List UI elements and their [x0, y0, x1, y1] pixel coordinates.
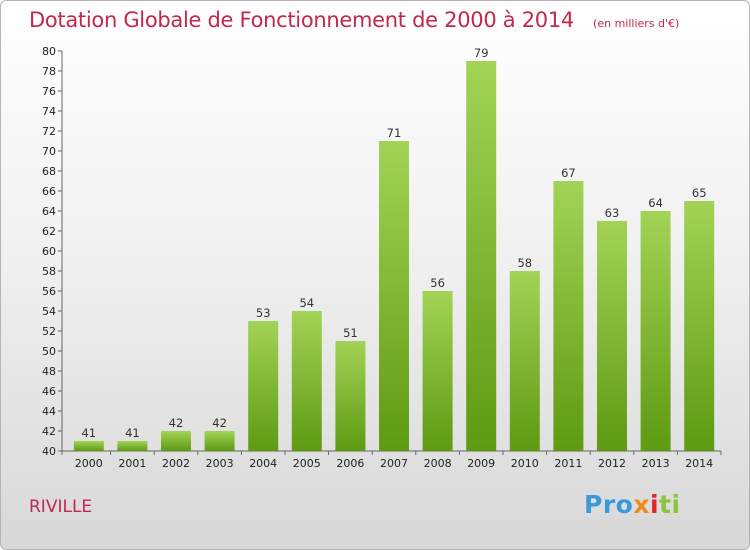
bar-value-label: 65 — [692, 186, 707, 200]
bar — [161, 431, 191, 451]
x-tick-label: 2003 — [206, 457, 234, 470]
bar-value-label: 53 — [256, 306, 271, 320]
bar — [553, 181, 584, 451]
x-tick-label: 2008 — [424, 457, 452, 470]
y-tick-label: 58 — [42, 265, 56, 278]
y-tick-label: 44 — [42, 405, 56, 418]
chart-unit: (en milliers d'€) — [593, 17, 680, 30]
y-tick-label: 52 — [42, 325, 56, 338]
axes: 40 42 44 46 48 50 52 54 56 58 60 62 64 66 68 70 72 74 76 78… — [42, 45, 722, 470]
y-tick-label: 74 — [42, 105, 56, 118]
x-tick-label: 2010 — [511, 457, 539, 470]
bar-value-label: 71 — [387, 126, 402, 140]
bar-value-label: 51 — [343, 326, 358, 340]
x-tick-label: 2011 — [554, 457, 582, 470]
chart-title: Dotation Globale de Fonctionnement de 20… — [29, 8, 574, 32]
bar — [248, 321, 279, 451]
bar — [422, 291, 453, 451]
y-tick-label: 54 — [42, 305, 56, 318]
bar-value-label: 63 — [605, 206, 620, 220]
bar — [291, 311, 322, 451]
proxiti-logo: Proxiti — [584, 490, 681, 519]
x-tick-label: 2006 — [336, 457, 364, 470]
bar — [640, 211, 671, 451]
x-tick-label: 2014 — [685, 457, 713, 470]
commune-name: RIVILLE — [29, 497, 93, 517]
x-tick-label: 2012 — [598, 457, 626, 470]
y-tick-label: 42 — [42, 425, 56, 438]
bar-value-label: 58 — [517, 256, 532, 270]
logo-part-3: i — [649, 490, 660, 519]
logo-part-1: Pro — [584, 490, 634, 519]
y-tick-label: 48 — [42, 365, 56, 378]
value-labels: 41 41 42 42 53 54 51 71 56 79 58 67 63 64 65 — [81, 46, 706, 440]
title-block: Dotation Globale de Fonctionnement de 20… — [29, 8, 679, 32]
bar-value-label: 42 — [169, 416, 184, 430]
x-tick-label: 2007 — [380, 457, 408, 470]
logo-part-2: x — [633, 490, 650, 519]
bar-value-label: 56 — [430, 276, 445, 290]
y-tick-label: 66 — [42, 185, 56, 198]
bar-value-label: 41 — [81, 426, 96, 440]
bars — [73, 61, 715, 451]
y-tick-label: 64 — [42, 205, 56, 218]
bar-value-label: 79 — [474, 46, 489, 60]
y-tick-label: 80 — [42, 45, 56, 58]
y-tick-label: 50 — [42, 345, 56, 358]
y-tick-label: 40 — [42, 445, 56, 458]
bar — [73, 441, 104, 451]
x-tick-label: 2013 — [642, 457, 670, 470]
x-tick-label: 2000 — [75, 457, 103, 470]
x-tick-label: 2001 — [118, 457, 146, 470]
bar-value-label: 54 — [299, 296, 314, 310]
y-tick-label: 60 — [42, 245, 56, 258]
y-tick-label: 78 — [42, 65, 56, 78]
y-tick-label: 46 — [42, 385, 56, 398]
bar-value-label: 41 — [125, 426, 140, 440]
x-tick-label: 2002 — [162, 457, 190, 470]
bar — [117, 441, 148, 451]
bar-value-label: 67 — [561, 166, 576, 180]
y-tick-label: 70 — [42, 145, 56, 158]
y-tick-label: 56 — [42, 285, 56, 298]
bar — [509, 271, 540, 451]
bar — [597, 221, 627, 451]
bar — [466, 61, 497, 451]
y-tick-label: 62 — [42, 225, 56, 238]
bar — [204, 431, 235, 451]
x-tick-label: 2009 — [467, 457, 495, 470]
y-tick-label: 72 — [42, 125, 56, 138]
bar-value-label: 42 — [212, 416, 227, 430]
x-tick-label: 2005 — [293, 457, 321, 470]
bar — [335, 341, 366, 451]
bar — [684, 201, 715, 451]
y-tick-label: 76 — [42, 85, 56, 98]
logo-part-4: ti — [659, 490, 681, 519]
y-tick-label: 68 — [42, 165, 56, 178]
bar — [379, 141, 409, 451]
x-tick-label: 2004 — [249, 457, 277, 470]
bar-value-label: 64 — [648, 196, 663, 210]
